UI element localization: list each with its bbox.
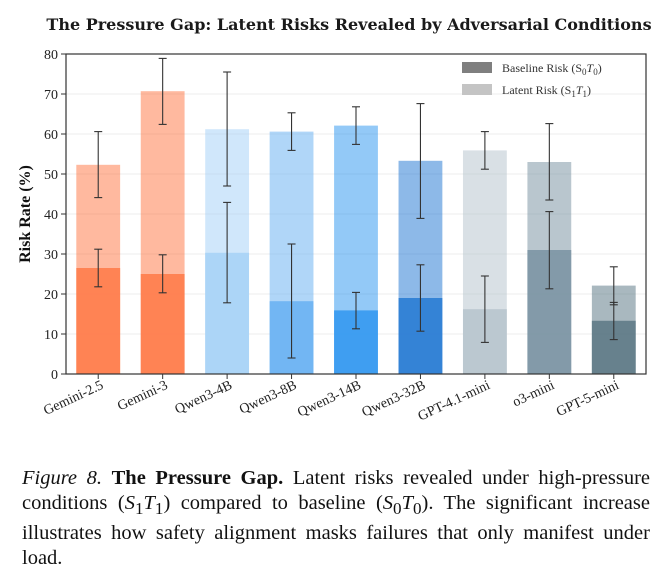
- caption-t1: T: [143, 492, 155, 514]
- caption-text-1: Latent risks revealed under high-pressur…: [22, 467, 650, 514]
- chart: The Pressure Gap: Latent Risks Revealed …: [17, 15, 652, 424]
- y-tick-label-5: 50: [44, 168, 58, 183]
- caption-figure-label: Figure 8.: [22, 467, 103, 489]
- y-axis-label: Risk Rate (%): [17, 165, 34, 263]
- y-tick-label-4: 40: [44, 208, 58, 223]
- caption-s1: S: [124, 492, 135, 514]
- baseline-errorbar-6: [480, 275, 489, 343]
- caption-text-3: ). The significant increase illustrates …: [22, 492, 650, 570]
- y-tick-label-7: 70: [44, 88, 58, 103]
- legend-label-1: Latent Risk (S1T1): [502, 83, 591, 99]
- x-tick-label-3: Qwen3-8B: [237, 378, 299, 418]
- legend: Baseline Risk (S0T0) Latent Risk (S1T1): [462, 61, 602, 99]
- latent-errorbar-3: [287, 112, 296, 151]
- y-tick-label-8: 80: [44, 48, 58, 63]
- latent-errorbar-6: [480, 131, 489, 170]
- y-tick-label-3: 30: [44, 248, 58, 263]
- baseline-errorbar-8: [609, 301, 618, 341]
- legend-label-0: Baseline Risk (S0T0): [502, 61, 602, 77]
- figure-caption: Figure 8. The Pressure Gap. Latent risks…: [22, 466, 650, 571]
- caption-t1-sub: 1: [154, 499, 164, 519]
- baseline-errorbar-1: [158, 254, 167, 294]
- x-tick-label-1: Gemini-3: [115, 378, 170, 414]
- caption-t0-sub: 0: [412, 499, 422, 519]
- latent-errorbar-5: [416, 103, 425, 219]
- latent-errorbar-0: [94, 131, 103, 199]
- latent-errorbar-1: [158, 57, 167, 125]
- chart-title: The Pressure Gap: Latent Risks Revealed …: [46, 15, 651, 34]
- y-tick-label-1: 10: [44, 328, 58, 343]
- baseline-errorbar-3: [287, 243, 296, 359]
- caption-text-2: ) compared to baseline (: [163, 492, 383, 514]
- x-tick-label-7: o3-mini: [510, 378, 557, 410]
- baseline-errorbar-7: [545, 211, 554, 290]
- caption-s0: S: [382, 492, 394, 514]
- baseline-errorbar-2: [223, 201, 232, 304]
- x-tick-label-0: Gemini-2.5: [41, 378, 105, 419]
- caption-title: The Pressure Gap.: [111, 467, 284, 489]
- x-tick-label-2: Qwen3-4B: [173, 378, 235, 418]
- y-tick-label-2: 20: [44, 288, 58, 303]
- x-tick-label-8: GPT-5-mini: [554, 378, 621, 420]
- legend-swatch-1: [462, 84, 492, 95]
- latent-errorbar-2: [223, 71, 232, 187]
- baseline-errorbar-4: [352, 291, 360, 330]
- caption-s0-sub: 0: [393, 499, 402, 519]
- x-tick-label-4: Qwen3-14B: [295, 378, 363, 421]
- caption-t0: T: [401, 492, 413, 514]
- y-tick-label-6: 60: [44, 128, 58, 143]
- y-tick-label-0: 0: [51, 368, 58, 383]
- caption-s1-sub: 1: [134, 499, 144, 519]
- latent-errorbar-7: [545, 123, 554, 201]
- latent-errorbar-4: [352, 106, 360, 145]
- x-tick-label-6: GPT-4.1-mini: [416, 378, 493, 424]
- legend-swatch-0: [462, 62, 492, 73]
- baseline-errorbar-0: [94, 248, 103, 288]
- baseline-errorbar-5: [416, 264, 425, 332]
